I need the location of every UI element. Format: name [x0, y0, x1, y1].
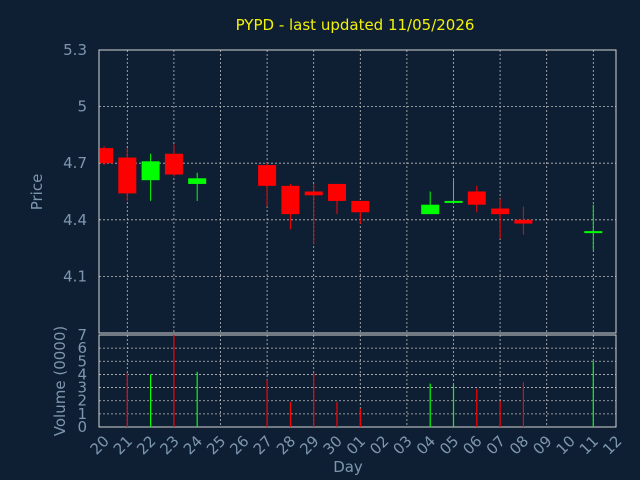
candle-22: [141, 153, 160, 201]
candle-body: [141, 161, 160, 181]
price-y-tick-labels: 5.3 5 4.7 4.4 4.1: [63, 41, 87, 285]
price-grid: [99, 49, 616, 333]
price-plot-frame: [98, 49, 617, 334]
candle-body: [258, 165, 277, 186]
candle-body: [491, 208, 510, 215]
candle-body: [100, 148, 113, 164]
candle-body: [584, 231, 603, 234]
candle-21: [118, 148, 137, 201]
candle-body: [444, 200, 463, 203]
volume-tick-label: 7: [77, 326, 87, 344]
candle-24: [188, 172, 207, 201]
candle-body: [328, 183, 346, 201]
candle-body: [188, 178, 207, 184]
candle-27: [258, 163, 277, 207]
candle-07: [491, 199, 510, 239]
candle-body: [164, 153, 183, 175]
candle-11: [584, 204, 603, 250]
candle-body: [351, 200, 370, 213]
candle-20: [100, 146, 113, 166]
candle-04: [421, 191, 440, 215]
chart-title: PYPD - last updated 11/05/2026: [236, 16, 475, 34]
volume-tick-label: 1: [77, 405, 87, 423]
candle-08: [514, 206, 533, 235]
candle-body: [467, 191, 486, 205]
volume-grid: [99, 334, 616, 428]
price-tick-label: 5: [77, 98, 87, 116]
candle-body: [304, 191, 323, 196]
candle-body: [281, 185, 300, 215]
volume-tick-label: 0: [77, 418, 87, 436]
volume-tick-label: 4: [77, 365, 87, 383]
price-tick-label: 5.3: [63, 41, 87, 59]
volume-tick-label: 5: [77, 352, 87, 370]
candle-28: [281, 183, 300, 230]
volume-tick-label: 3: [77, 379, 87, 397]
candle-29: [304, 183, 323, 245]
candle-body: [421, 204, 440, 215]
candle-23: [164, 144, 183, 177]
price-tick-label: 4.1: [63, 267, 87, 285]
candle-body: [514, 219, 533, 224]
candle-body: [118, 157, 137, 194]
volume-tick-label: 2: [77, 392, 87, 410]
price-tick-label: 4.7: [63, 154, 87, 172]
candle-05: [444, 180, 463, 203]
candle-01: [351, 200, 370, 224]
x-tick-label: 12: [599, 432, 625, 458]
volume-plot-frame: [98, 334, 617, 428]
volume-bars: [126, 335, 594, 427]
x-axis-label: Day: [333, 458, 363, 476]
candles: [100, 144, 603, 250]
x-tick-labels: 2021222324252627282930010203040506070809…: [87, 432, 626, 458]
price-axis-label: Price: [28, 174, 46, 211]
candle-06: [467, 185, 486, 213]
candle-30: [328, 183, 346, 215]
volume-axis-label: Volume (0000): [51, 326, 69, 436]
price-tick-label: 4.4: [63, 211, 87, 229]
volume-tick-label: 6: [77, 339, 87, 357]
